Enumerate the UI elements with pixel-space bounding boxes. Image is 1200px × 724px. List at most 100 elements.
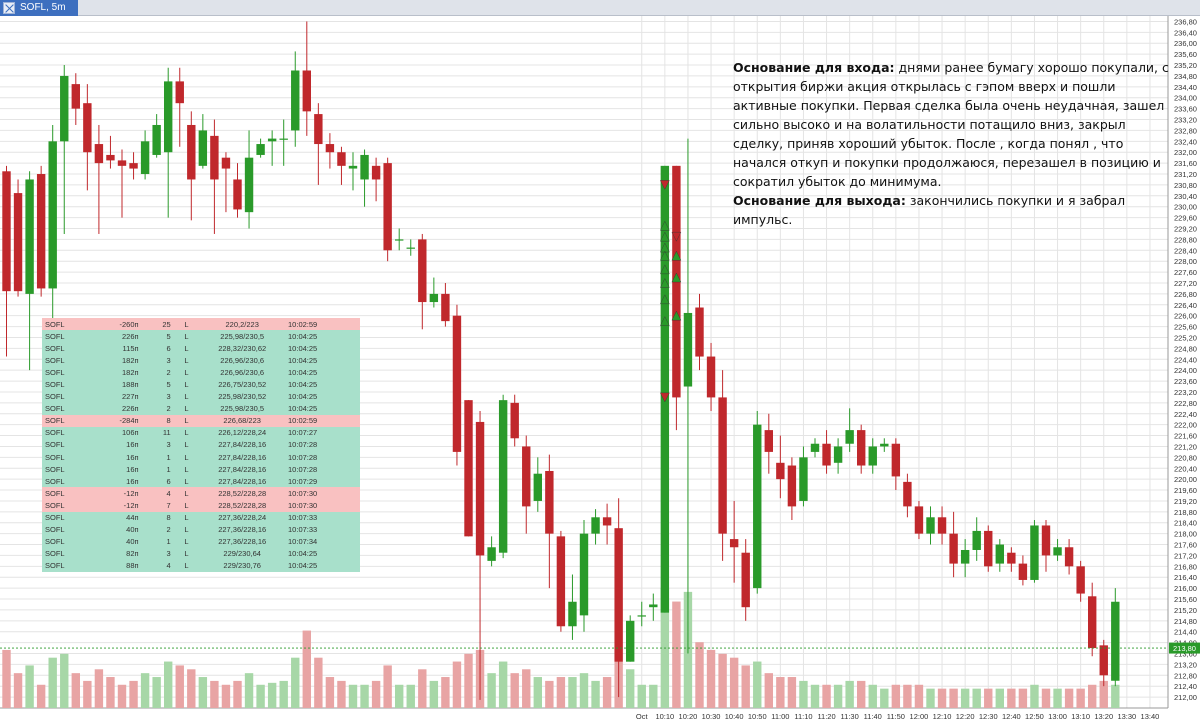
trade-time: 10:07:28 xyxy=(285,451,360,464)
trade-qty: 7 xyxy=(141,499,174,512)
candle-body xyxy=(649,604,658,608)
trade-row: SOFL 226п 5 L 225,98/230,5 10:04:25 xyxy=(42,330,360,343)
trade-row: SOFL 106п 11 L 226,12/228,24 10:07:27 xyxy=(42,426,360,439)
trade-prices: 228,52/228,28 xyxy=(199,487,286,500)
volume-bar xyxy=(129,680,138,708)
candle-body xyxy=(210,135,219,180)
candle-body xyxy=(406,247,415,249)
y-tick-label: 236,00 xyxy=(1174,39,1197,48)
candle-body xyxy=(660,165,670,613)
y-tick-label: 213,20 xyxy=(1174,660,1197,669)
trade-time: 10:02:59 xyxy=(285,414,360,427)
volume-bar xyxy=(302,630,311,708)
candle-body xyxy=(221,157,231,169)
trade-side: L xyxy=(173,354,200,367)
x-tick-label: Oct xyxy=(636,712,649,721)
buy-marker xyxy=(671,272,682,283)
volume-bar xyxy=(198,677,208,708)
candle-body xyxy=(1088,596,1097,649)
volume-bar xyxy=(256,684,265,708)
tab-sofl-5m[interactable]: SOFL, 5m xyxy=(0,0,78,16)
sell-marker xyxy=(671,231,682,242)
candle-body xyxy=(949,533,958,564)
volume-bar xyxy=(914,684,924,708)
x-tick-label: 10:20 xyxy=(679,712,698,721)
candle-body xyxy=(441,293,450,322)
trade-qty: 6 xyxy=(141,342,174,355)
trade-pnl: 88п xyxy=(93,559,142,572)
candle-body xyxy=(822,443,831,466)
trades-table: SOFL -260п 25 L 220,2/223 10:02:59 SOFL 226п 5 L 2… xyxy=(42,318,360,572)
trade-qty: 5 xyxy=(141,330,174,343)
volume-bar xyxy=(83,680,92,708)
volume-bar xyxy=(140,673,150,708)
trade-pnl: 106п xyxy=(93,426,142,439)
volume-bar xyxy=(279,680,288,708)
entry-reason-title: Основание для входа: xyxy=(733,60,895,75)
y-tick-label: 220,40 xyxy=(1174,464,1197,473)
volume-bar xyxy=(926,688,935,708)
volume-bar xyxy=(187,669,196,708)
trade-time: 10:04:25 xyxy=(285,354,360,367)
trade-row: SOFL 88п 4 L 229/230,76 10:04:25 xyxy=(42,559,360,572)
trade-row: SOFL 182п 3 L 226,96/230,6 10:04:25 xyxy=(42,354,360,367)
trade-side: L xyxy=(173,414,200,427)
volume-bar xyxy=(649,684,658,708)
trade-time: 10:07:29 xyxy=(285,475,360,488)
candle-body xyxy=(371,165,381,180)
x-tick-label: 13:10 xyxy=(1071,712,1090,721)
y-tick-label: 235,60 xyxy=(1174,50,1197,59)
candle-body xyxy=(383,163,392,251)
volume-bar xyxy=(695,642,704,708)
volume-bar xyxy=(845,680,854,708)
candle-body xyxy=(429,293,439,303)
volume-bar xyxy=(776,677,785,708)
trade-time: 10:04:25 xyxy=(285,330,360,343)
volume-bar xyxy=(960,688,970,708)
volume-bar xyxy=(267,682,277,708)
trade-time: 10:07:28 xyxy=(285,463,360,476)
volume-bar xyxy=(729,657,739,708)
x-tick-label: 10:30 xyxy=(702,712,721,721)
candle-body xyxy=(833,446,843,463)
trade-annotation: Основание для входа: днями ранее бумагу … xyxy=(733,58,1178,229)
candlestick-chart[interactable]: 236,80 236,40 236,00 235,60 235,20 234,80 234,… xyxy=(0,16,1200,724)
y-tick-label: 212,00 xyxy=(1174,693,1197,702)
close-icon[interactable] xyxy=(3,2,15,14)
candle-body xyxy=(1099,645,1108,676)
y-tick-label: 220,80 xyxy=(1174,453,1197,462)
trade-side: L xyxy=(173,523,200,536)
x-tick-label: 13:30 xyxy=(1117,712,1136,721)
volume-bar xyxy=(175,665,184,708)
trade-qty: 6 xyxy=(141,475,174,488)
y-tick-label: 235,20 xyxy=(1174,61,1197,70)
volume-bar xyxy=(1053,688,1062,708)
volume-bar xyxy=(949,688,958,708)
trade-side: L xyxy=(173,402,200,415)
x-tick-label: 12:30 xyxy=(979,712,998,721)
volume-bar xyxy=(799,680,808,708)
trade-pnl: 16п xyxy=(93,438,142,452)
candle-body xyxy=(972,530,981,550)
volume-bar xyxy=(221,684,231,708)
candle-body xyxy=(36,174,46,289)
x-tick-label: 10:50 xyxy=(748,712,767,721)
y-tick-label: 221,20 xyxy=(1174,442,1197,451)
candle-body xyxy=(729,539,739,548)
candle-body xyxy=(140,141,150,175)
trade-side: L xyxy=(173,559,200,572)
candle-body xyxy=(83,103,92,153)
trade-sym: SOFL xyxy=(42,426,94,439)
y-tick-label: 226,80 xyxy=(1174,290,1197,299)
y-tick-label: 233,20 xyxy=(1174,116,1197,125)
y-tick-label: 227,20 xyxy=(1174,279,1197,288)
trade-time: 10:07:30 xyxy=(285,499,360,512)
trade-sym: SOFL xyxy=(42,475,94,488)
buy-marker xyxy=(660,220,670,231)
volume-bar xyxy=(626,669,635,708)
volume-bar xyxy=(2,649,11,708)
volume-bar xyxy=(880,688,889,708)
y-tick-label: 224,00 xyxy=(1174,366,1197,375)
trade-sym: SOFL xyxy=(42,463,94,476)
volume-bar xyxy=(94,669,104,708)
